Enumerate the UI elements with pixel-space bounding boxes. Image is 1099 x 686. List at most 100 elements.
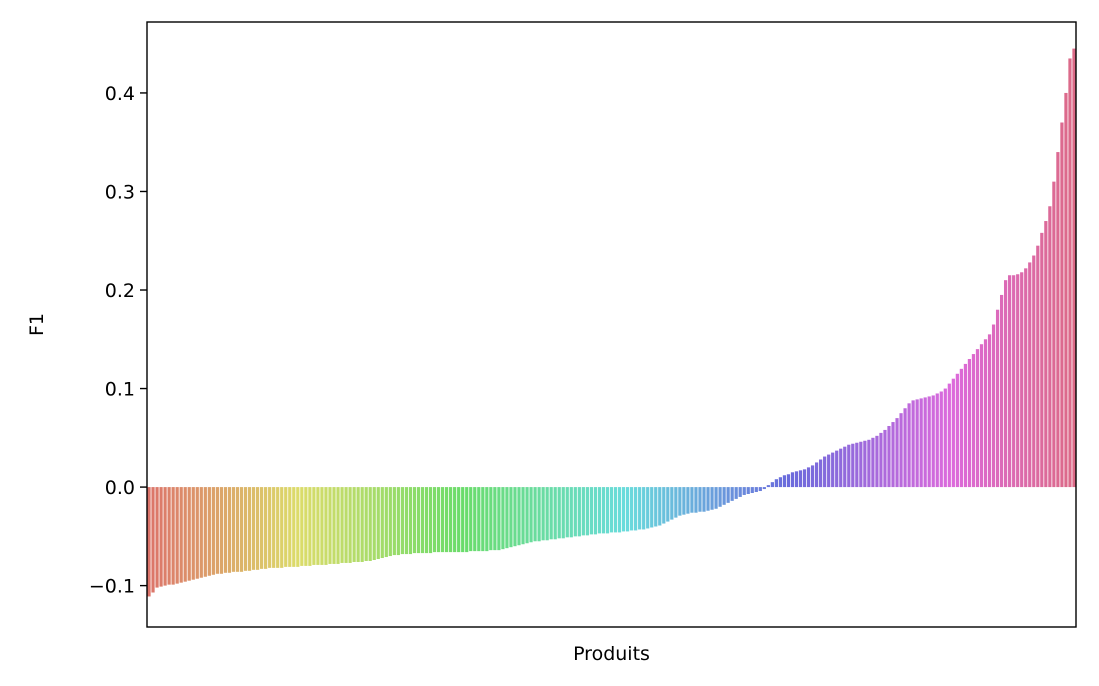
- bar: [955, 373, 959, 488]
- bar: [404, 487, 409, 555]
- bar: [605, 487, 610, 534]
- bar: [1056, 152, 1060, 488]
- bar: [710, 487, 714, 510]
- bar: [292, 487, 296, 567]
- bar: [284, 487, 288, 567]
- y-axis-label: F1: [26, 313, 48, 336]
- bar: [545, 487, 549, 541]
- bar: [927, 396, 931, 488]
- bar: [529, 487, 533, 543]
- bar: [207, 487, 211, 576]
- bar: [658, 487, 662, 526]
- bar: [782, 475, 787, 488]
- bar: [255, 487, 260, 570]
- bar: [597, 487, 602, 534]
- bar: [851, 443, 855, 488]
- bar: [746, 487, 750, 494]
- bar: [1016, 274, 1020, 488]
- bar: [296, 487, 300, 567]
- bar: [686, 487, 690, 514]
- bar: [907, 403, 911, 488]
- bar: [465, 487, 469, 553]
- bar: [923, 397, 927, 488]
- bar: [251, 487, 256, 570]
- bar: [312, 487, 316, 565]
- bar: [356, 487, 360, 562]
- bar: [617, 487, 622, 533]
- bar: [440, 487, 445, 553]
- bar: [396, 487, 400, 556]
- y-tick-label: 0.3: [105, 181, 135, 203]
- bar: [770, 482, 774, 488]
- bar: [971, 354, 976, 488]
- bar: [963, 363, 968, 488]
- bar: [573, 487, 577, 537]
- bar: [159, 487, 163, 587]
- bar: [247, 487, 252, 571]
- bar: [939, 391, 943, 488]
- bar: [867, 439, 871, 488]
- y-tick-label: 0.1: [105, 379, 135, 401]
- bar: [501, 487, 505, 550]
- bar: [750, 487, 754, 493]
- bar: [541, 487, 545, 541]
- bar: [565, 487, 569, 538]
- bar: [589, 487, 593, 535]
- bar: [509, 487, 513, 548]
- bar: [919, 398, 923, 488]
- bar: [424, 487, 429, 554]
- bar: [195, 487, 199, 579]
- bar: [557, 487, 561, 539]
- bar: [175, 487, 179, 584]
- bar: [1052, 181, 1056, 488]
- bar: [843, 446, 847, 488]
- bar: [264, 487, 268, 569]
- bar: [831, 452, 835, 488]
- bar: [766, 485, 770, 488]
- bar: [272, 487, 276, 568]
- bar: [304, 487, 308, 566]
- bar: [360, 487, 364, 562]
- bars-group: [147, 48, 1076, 597]
- bar: [300, 487, 304, 566]
- bar: [147, 487, 151, 597]
- bar: [416, 487, 421, 554]
- bar: [613, 487, 618, 533]
- bar: [380, 487, 384, 559]
- bar: [336, 487, 340, 564]
- bar: [187, 487, 191, 581]
- bar: [368, 487, 372, 561]
- bar: [931, 395, 935, 488]
- bar: [995, 309, 1000, 488]
- bar: [235, 487, 240, 572]
- bar: [219, 487, 224, 574]
- bar: [420, 487, 425, 554]
- bar: [1004, 280, 1008, 488]
- bar: [577, 487, 581, 537]
- bar: [662, 487, 666, 524]
- bar: [324, 487, 328, 565]
- bar: [549, 487, 553, 540]
- bar: [810, 465, 815, 488]
- bar: [191, 487, 195, 580]
- bar: [1068, 58, 1072, 488]
- bar: [823, 456, 827, 488]
- bar: [738, 487, 742, 497]
- bar: [517, 487, 521, 546]
- bar: [521, 487, 525, 545]
- bar: [903, 408, 907, 488]
- bar: [525, 487, 529, 544]
- bar: [179, 487, 183, 583]
- bar: [609, 487, 614, 533]
- bar: [280, 487, 284, 568]
- bar: [754, 487, 758, 493]
- bar: [428, 487, 433, 554]
- bar: [1048, 206, 1052, 488]
- bar: [1020, 272, 1024, 488]
- bar: [561, 487, 565, 539]
- bar: [887, 425, 891, 488]
- bar: [392, 487, 396, 556]
- bar: [215, 487, 219, 574]
- bar: [340, 487, 344, 563]
